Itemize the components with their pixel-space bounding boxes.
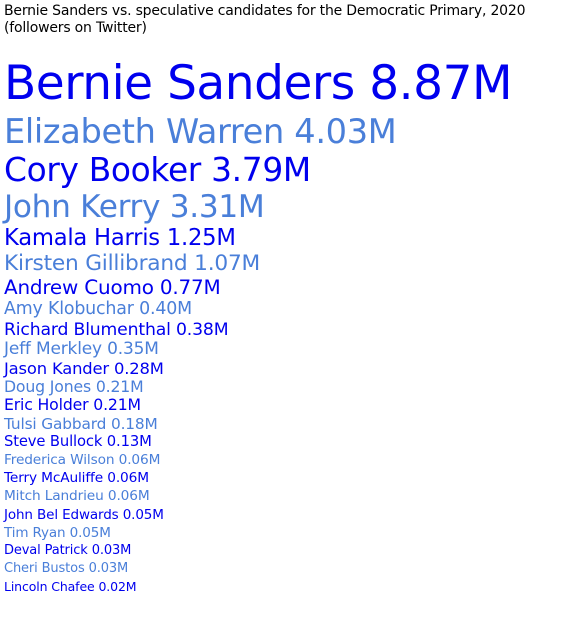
- candidate-entry: Tim Ryan 0.05M: [4, 524, 111, 542]
- candidate-followers: 0.03M: [88, 561, 129, 577]
- candidate-followers: 3.31M: [169, 188, 265, 225]
- candidate-followers: 0.05M: [122, 506, 164, 523]
- candidate-followers: 1.07M: [194, 251, 261, 277]
- candidate-name: Steve Bullock: [4, 432, 107, 450]
- candidate-followers: 0.40M: [139, 299, 192, 320]
- candidate-entry: Richard Blumenthal 0.38M: [4, 319, 229, 340]
- candidate-followers: 0.21M: [93, 395, 141, 415]
- candidate-name: John Kerry: [4, 188, 170, 225]
- candidate-name: Deval Patrick: [4, 543, 92, 559]
- candidate-name: Mitch Landrieu: [4, 488, 108, 505]
- candidate-followers: 0.06M: [107, 488, 150, 505]
- candidate-followers: 0.03M: [91, 543, 132, 559]
- candidate-name: John Bel Edwards: [4, 506, 123, 523]
- candidate-followers: 0.02M: [98, 579, 137, 595]
- candidate-name: Tulsi Gabbard: [4, 414, 111, 433]
- candidate-entry: Amy Klobuchar 0.40M: [4, 299, 192, 319]
- candidate-entry: Jeff Merkley 0.35M: [4, 338, 159, 360]
- candidate-name: Terry McAuliffe: [4, 470, 108, 487]
- candidate-entry: Cheri Bustos 0.03M: [4, 560, 128, 578]
- candidate-followers: 8.87M: [369, 56, 513, 111]
- candidate-entry: Doug Jones 0.21M: [4, 378, 144, 396]
- candidate-name: Kamala Harris: [4, 224, 167, 251]
- candidate-followers: 0.13M: [106, 432, 152, 450]
- chart-title-line-1: Bernie Sanders vs. speculative candidate…: [4, 3, 526, 19]
- candidate-entry: Terry McAuliffe 0.06M: [4, 469, 149, 487]
- candidate-entry: Deval Patrick 0.03M: [4, 542, 131, 560]
- candidate-name: Elizabeth Warren: [4, 111, 295, 151]
- candidate-followers: 0.05M: [69, 524, 111, 541]
- candidate-name: Cory Booker: [4, 150, 212, 189]
- candidate-name: Tim Ryan: [4, 524, 70, 541]
- candidate-entry: Lincoln Chafee 0.02M: [4, 578, 137, 596]
- candidate-entry: Kamala Harris 1.25M: [4, 225, 236, 251]
- candidate-name: Kirsten Gillibrand: [4, 251, 195, 277]
- candidate-followers: 3.79M: [211, 150, 311, 189]
- candidate-entry: John Kerry 3.31M: [4, 189, 265, 225]
- candidate-name: Doug Jones: [4, 377, 96, 397]
- chart-title-line-2: (followers on Twitter): [4, 20, 147, 36]
- candidate-entry: Steve Bullock 0.13M: [4, 433, 152, 451]
- candidate-name: Frederica Wilson: [4, 452, 119, 469]
- candidate-followers: 0.18M: [110, 414, 158, 433]
- candidate-name: Eric Holder: [4, 395, 94, 415]
- candidate-entry: Andrew Cuomo 0.77M: [4, 276, 221, 299]
- candidate-name: Lincoln Chafee: [4, 579, 99, 595]
- candidate-entry: Mitch Landrieu 0.06M: [4, 487, 150, 505]
- candidate-followers: 4.03M: [294, 111, 397, 151]
- candidate-followers: 1.25M: [166, 224, 236, 251]
- candidate-followers: 0.28M: [114, 359, 164, 379]
- candidate-followers: 0.06M: [107, 470, 149, 487]
- candidate-entry: Cory Booker 3.79M: [4, 151, 311, 189]
- candidate-followers: 0.06M: [118, 452, 161, 469]
- candidate-name: Jason Kander: [4, 359, 115, 379]
- candidate-name: Bernie Sanders: [4, 56, 370, 111]
- chart-title: Bernie Sanders vs. speculative candidate…: [4, 3, 580, 37]
- candidate-entry: Eric Holder 0.21M: [4, 396, 141, 414]
- candidate-name: Andrew Cuomo: [4, 275, 160, 300]
- candidate-entry: Tulsi Gabbard 0.18M: [4, 415, 158, 433]
- candidate-entry: Frederica Wilson 0.06M: [4, 451, 160, 469]
- candidate-name: Cheri Bustos: [4, 561, 89, 577]
- candidate-entry: Bernie Sanders 8.87M: [4, 56, 513, 112]
- candidate-followers: 0.77M: [159, 275, 221, 300]
- candidate-followers: 0.21M: [95, 377, 144, 397]
- candidate-followers: 0.35M: [107, 338, 159, 359]
- candidate-entry: Kirsten Gillibrand 1.07M: [4, 251, 260, 276]
- candidate-name: Richard Blumenthal: [4, 319, 177, 340]
- candidate-name: Amy Klobuchar: [4, 299, 140, 320]
- candidate-name: Jeff Merkley: [4, 338, 108, 359]
- candidate-entry: John Bel Edwards 0.05M: [4, 506, 164, 524]
- candidate-entry: Jason Kander 0.28M: [4, 359, 164, 378]
- candidate-followers: 0.38M: [176, 319, 229, 340]
- candidate-entry: Elizabeth Warren 4.03M: [4, 111, 397, 151]
